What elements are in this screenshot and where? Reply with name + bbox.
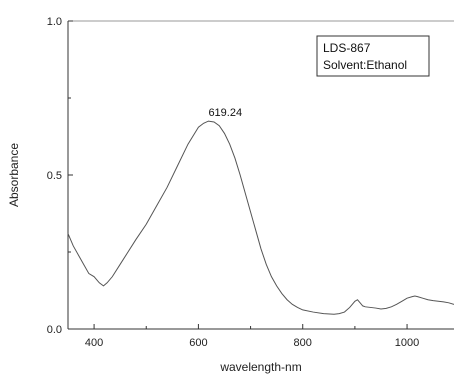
x-tick-label: 800 xyxy=(294,337,312,349)
legend-entry: LDS-867 xyxy=(323,41,371,55)
y-tick-label: 0.5 xyxy=(47,170,62,182)
x-axis-label: wavelength-nm xyxy=(219,360,301,374)
series-line xyxy=(67,120,454,315)
legend-box xyxy=(316,35,430,77)
y-tick-label: 0.0 xyxy=(47,324,62,336)
x-tick-label: 600 xyxy=(189,337,207,349)
y-axis-label: Absorbance xyxy=(7,143,21,207)
x-tick-label: 400 xyxy=(85,337,103,349)
legend: LDS-867 Solvent:Ethanol xyxy=(316,35,430,77)
x-ticks: 400 600 800 1000 xyxy=(85,324,419,349)
x-tick-label: 1000 xyxy=(395,337,419,349)
peak-annotation: 619.24 xyxy=(208,107,242,119)
y-tick-label: 1.0 xyxy=(47,16,62,28)
legend-entry: Solvent:Ethanol xyxy=(323,58,407,72)
y-ticks: 0.0 0.5 1.0 xyxy=(47,16,73,336)
